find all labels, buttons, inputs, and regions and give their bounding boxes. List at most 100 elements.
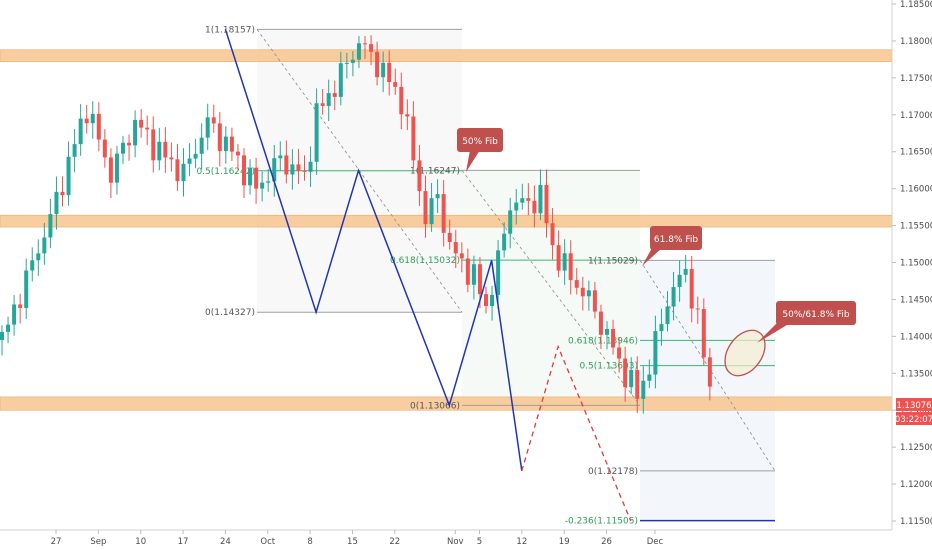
price-tick-label: 1.17000 (900, 111, 932, 121)
candle-body (568, 253, 573, 281)
candle-body (235, 151, 240, 156)
callout-box (457, 128, 503, 152)
candle-body (447, 232, 452, 243)
candle-body (338, 63, 343, 97)
candle-body (695, 308, 700, 310)
price-axis[interactable]: 1.18500 1.18000 1.17500 1.17000 1.16500 1.160… (892, 0, 932, 527)
candle-body (114, 153, 119, 183)
fib-level-label: 0(1.12178) (588, 467, 638, 477)
candle-body (441, 194, 446, 233)
candle-body (405, 114, 410, 117)
callout-pointer (466, 150, 480, 172)
candle-body (332, 93, 337, 97)
candle-body (526, 198, 531, 201)
candle-body (465, 258, 470, 285)
candle-body (229, 136, 234, 152)
candle-body (580, 287, 585, 297)
callout-pointer (642, 248, 662, 266)
candle-body (24, 270, 29, 308)
candle-body (381, 62, 386, 78)
time-axis[interactable]: 27 Sep 10 17 24 Oct 8 15 22 Nov 5 12 19 26 Dec (51, 530, 664, 547)
candle-body (363, 43, 367, 45)
candle-body (205, 117, 210, 138)
date-tick-label: 12 (516, 537, 527, 547)
candle-body (659, 324, 664, 332)
candle-body (217, 123, 222, 152)
price-badge-box (896, 398, 932, 411)
candle-body (617, 347, 622, 359)
candle-body (96, 113, 101, 140)
date-tick-label: Nov (447, 537, 464, 547)
current-price-value: 1.13076 (896, 401, 931, 411)
zigzag-line[interactable] (224, 29, 523, 472)
candle-body (48, 214, 53, 238)
candle-body (145, 127, 150, 130)
candle-body (242, 155, 246, 186)
candle-body (641, 380, 646, 399)
candle-body (453, 242, 458, 254)
date-tick-label: 27 (51, 537, 62, 547)
candle-body (423, 191, 428, 225)
callout-box (650, 226, 702, 250)
candle-body (127, 142, 132, 146)
candle-body (671, 287, 676, 307)
candle-body (133, 119, 138, 146)
date-tick-label: 22 (389, 537, 400, 547)
candle-body (260, 182, 265, 189)
candle-body (375, 51, 380, 78)
fib-zone-shade (640, 260, 775, 521)
fib-level-label: 0(1.14327) (205, 308, 255, 318)
candle-body (18, 304, 23, 308)
countdown-value: 03:22:07 (895, 415, 932, 425)
candle-body (12, 304, 17, 325)
candle-body (290, 164, 295, 175)
date-tick-label: Dec (647, 537, 664, 547)
candle-body (689, 268, 694, 309)
candle-body (139, 119, 144, 128)
projection-line[interactable] (521, 344, 632, 522)
price-tick-label: 1.18500 (900, 0, 932, 10)
candle-body (278, 155, 283, 159)
candle-body (326, 93, 331, 106)
candle-body (248, 167, 253, 186)
candle-body (60, 191, 65, 196)
callout-box (776, 301, 856, 325)
date-tick-label: 15 (347, 537, 358, 547)
candle-body (181, 163, 186, 182)
horizontal-zone[interactable] (0, 49, 893, 62)
price-tick-label: 1.16500 (900, 148, 932, 158)
horizontal-zone[interactable] (0, 214, 893, 228)
candle-body (42, 237, 47, 254)
candle-body (199, 137, 204, 154)
price-tick-label: 1.15000 (900, 259, 932, 269)
candle-body (66, 156, 71, 196)
callout-50-618-fib[interactable]: 50%/61.8% Fib (757, 301, 856, 343)
candle-body (78, 118, 83, 145)
date-tick-label: 26 (601, 537, 612, 547)
candle-body (514, 202, 519, 211)
candle-body (211, 117, 216, 124)
candle-body (496, 250, 501, 295)
current-price-badge: 1.13076 03:22:07 (895, 398, 932, 425)
candle-body (356, 43, 361, 60)
candle-body (544, 184, 549, 224)
countdown-badge-box (896, 412, 932, 425)
candle-body (701, 309, 706, 358)
candles-group (0, 35, 712, 414)
callout-text: 61.8% Fib (654, 235, 698, 245)
candle-body (508, 210, 513, 234)
candle-body (471, 264, 476, 285)
callout-text: 50%/61.8% Fib (782, 310, 850, 320)
date-tick-label: Sep (90, 537, 106, 547)
target-ellipse[interactable] (717, 323, 774, 383)
candle-body (369, 44, 374, 52)
candle-body (387, 62, 392, 82)
candle-body (459, 253, 464, 259)
fib-levels-group: 1(1.18157) 0.5(1.16242) 0(1.14327) 1(1.1624… (196, 25, 775, 527)
callout-618-fib[interactable]: 61.8% Fib (642, 226, 702, 266)
candle-body (108, 157, 113, 183)
candle-body (350, 59, 355, 63)
callout-50-fib[interactable]: 50% Fib (457, 128, 503, 172)
